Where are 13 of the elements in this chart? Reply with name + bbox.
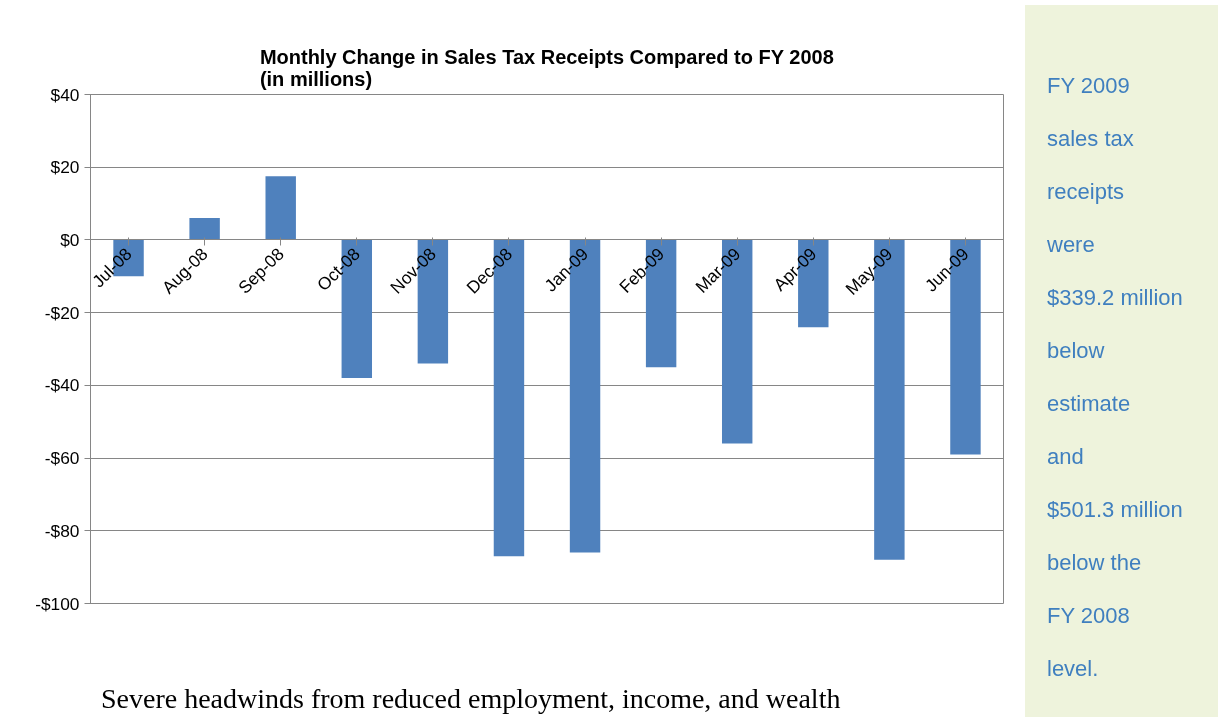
y-tick-label: -$100 — [35, 593, 80, 614]
y-tick-label: -$20 — [44, 302, 80, 323]
y-tick-label: $20 — [50, 157, 80, 178]
text: Severe headwinds from reduced employment, income, and wealth — [101, 682, 841, 716]
y-tick-label: -$40 — [44, 375, 80, 396]
y-tick-label: -$80 — [44, 520, 80, 541]
y-tick-label: $40 — [50, 84, 80, 105]
bar — [265, 176, 296, 240]
y-tick-label: $0 — [60, 229, 80, 250]
y-tick-label: -$60 — [44, 448, 80, 469]
text: FY 2009 sales tax receipts were $339.2 million below estimate and $501.3 million below the FY 2008 level. — [1047, 73, 1183, 681]
bar — [189, 218, 220, 240]
chart-title: Monthly Change in Sales Tax Receipts Compared to FY 2008 (in millions) — [259, 45, 834, 90]
